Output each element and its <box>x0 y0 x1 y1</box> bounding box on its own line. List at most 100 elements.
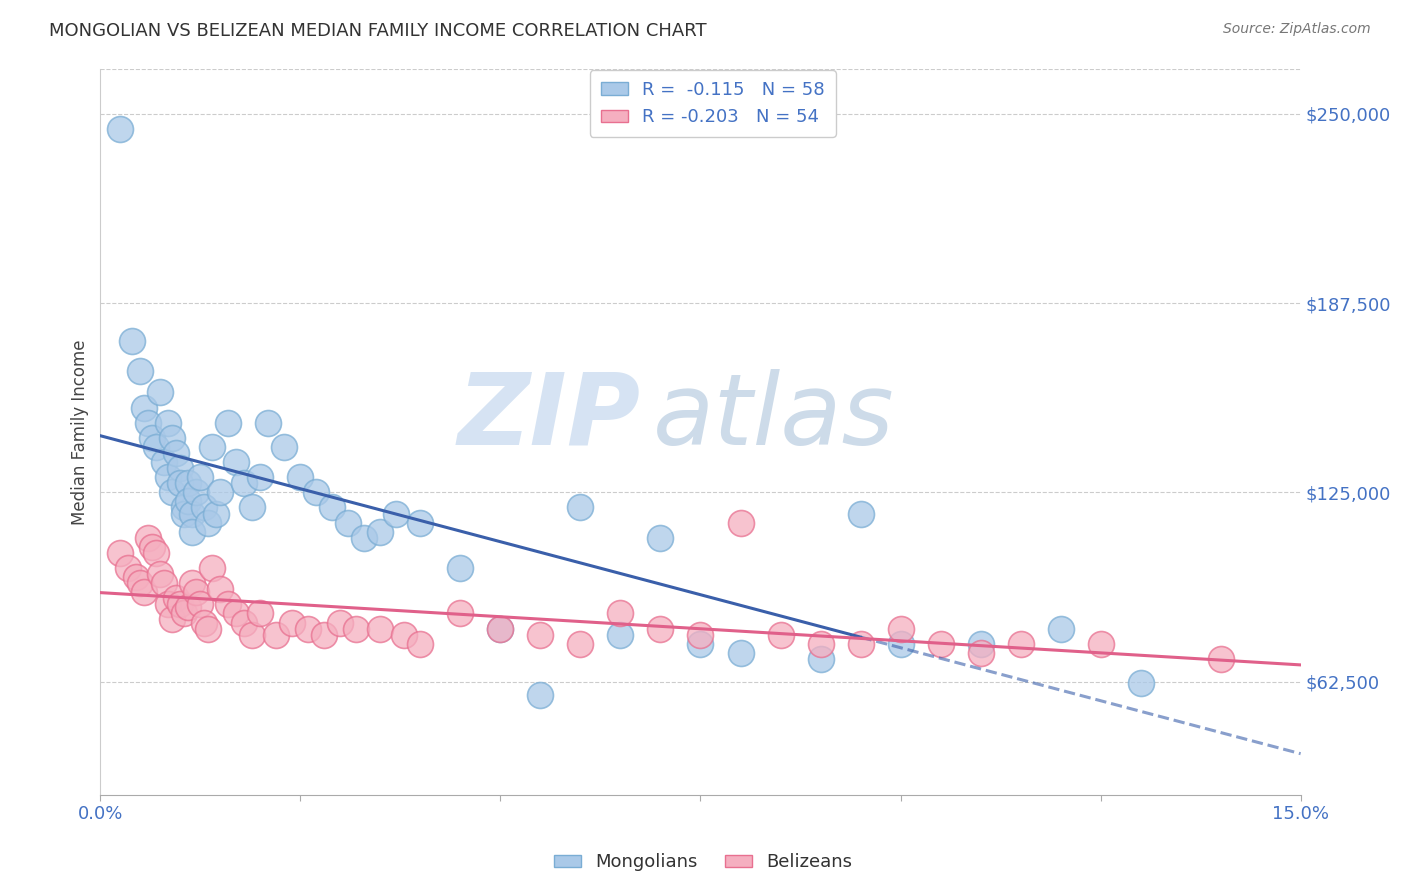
Point <box>609 607 631 621</box>
Point <box>650 622 672 636</box>
Point <box>810 637 832 651</box>
Point <box>141 431 163 445</box>
Point <box>186 485 208 500</box>
Point <box>569 637 592 651</box>
Point <box>138 416 160 430</box>
Point <box>249 607 271 621</box>
Point <box>209 485 232 500</box>
Point <box>370 524 392 539</box>
Point <box>134 585 156 599</box>
Point <box>337 516 360 530</box>
Point <box>969 646 991 660</box>
Point <box>125 570 148 584</box>
Point <box>314 627 336 641</box>
Point <box>769 627 792 641</box>
Point <box>162 431 184 445</box>
Point <box>177 600 200 615</box>
Point <box>233 615 256 630</box>
Point <box>190 598 212 612</box>
Point <box>650 531 672 545</box>
Y-axis label: Median Family Income: Median Family Income <box>72 339 89 524</box>
Point <box>489 622 512 636</box>
Point <box>145 546 167 560</box>
Point <box>385 507 408 521</box>
Point <box>889 637 911 651</box>
Point <box>929 637 952 651</box>
Point <box>689 627 711 641</box>
Point <box>394 627 416 641</box>
Point <box>217 598 239 612</box>
Point <box>609 627 631 641</box>
Point <box>153 455 176 469</box>
Point <box>1010 637 1032 651</box>
Point <box>173 607 195 621</box>
Point <box>730 646 752 660</box>
Point <box>409 637 432 651</box>
Point <box>689 637 711 651</box>
Point <box>197 516 219 530</box>
Point <box>810 652 832 666</box>
Text: ZIP: ZIP <box>457 368 641 466</box>
Text: Source: ZipAtlas.com: Source: ZipAtlas.com <box>1223 22 1371 37</box>
Point <box>157 598 180 612</box>
Point <box>1209 652 1232 666</box>
Point <box>173 507 195 521</box>
Point <box>225 607 247 621</box>
Point <box>266 627 288 641</box>
Point <box>121 334 143 348</box>
Point <box>344 622 367 636</box>
Point <box>321 500 343 515</box>
Point <box>181 576 204 591</box>
Point <box>257 416 280 430</box>
Point <box>193 500 215 515</box>
Point <box>290 470 312 484</box>
Point <box>217 416 239 430</box>
Point <box>249 470 271 484</box>
Point <box>169 461 191 475</box>
Point <box>169 476 191 491</box>
Legend: R =  -0.115   N = 58, R = -0.203   N = 54: R = -0.115 N = 58, R = -0.203 N = 54 <box>589 70 835 137</box>
Point <box>281 615 304 630</box>
Point <box>233 476 256 491</box>
Point <box>110 122 132 136</box>
Point <box>370 622 392 636</box>
Point <box>149 385 172 400</box>
Point <box>849 507 872 521</box>
Point <box>201 440 224 454</box>
Point <box>157 470 180 484</box>
Point <box>149 567 172 582</box>
Point <box>129 364 152 378</box>
Point <box>353 531 375 545</box>
Point <box>889 622 911 636</box>
Point <box>165 446 187 460</box>
Point <box>849 637 872 651</box>
Point <box>193 615 215 630</box>
Point <box>162 485 184 500</box>
Point <box>409 516 432 530</box>
Point <box>177 494 200 508</box>
Point <box>449 561 471 575</box>
Point <box>305 485 328 500</box>
Point <box>181 507 204 521</box>
Point <box>181 524 204 539</box>
Point <box>201 561 224 575</box>
Point <box>186 585 208 599</box>
Point <box>1049 622 1071 636</box>
Point <box>225 455 247 469</box>
Point <box>297 622 319 636</box>
Point <box>177 476 200 491</box>
Point <box>969 637 991 651</box>
Point <box>273 440 295 454</box>
Point <box>138 531 160 545</box>
Point <box>242 500 264 515</box>
Point <box>242 627 264 641</box>
Point <box>1129 676 1152 690</box>
Text: atlas: atlas <box>652 368 894 466</box>
Legend: Mongolians, Belizeans: Mongolians, Belizeans <box>547 847 859 879</box>
Point <box>730 516 752 530</box>
Point <box>329 615 352 630</box>
Point <box>449 607 471 621</box>
Point <box>162 612 184 626</box>
Point <box>157 416 180 430</box>
Point <box>153 576 176 591</box>
